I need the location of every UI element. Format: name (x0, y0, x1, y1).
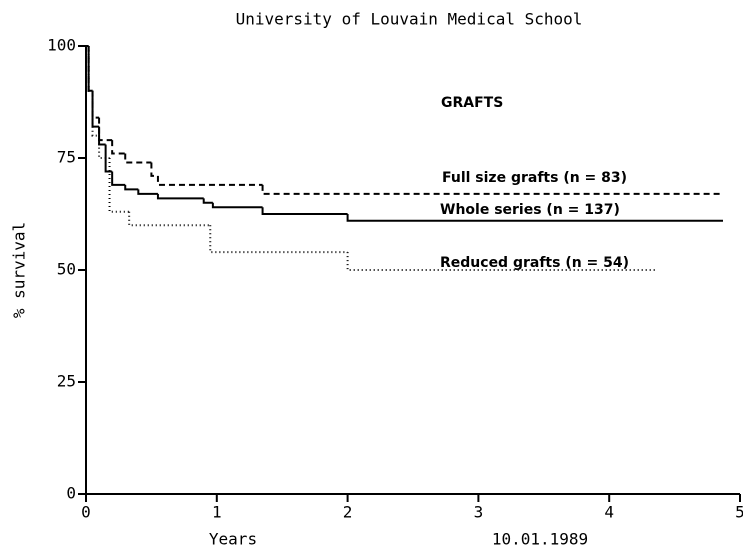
x-tick-label: 0 (81, 503, 91, 522)
x-axis-label: Years (209, 530, 257, 549)
survival-step (128, 211, 211, 227)
series-label: Whole series (n = 137) (440, 202, 620, 218)
survival-step (150, 162, 158, 177)
survival-step (104, 144, 113, 173)
series-label: Full size grafts (n = 83) (442, 170, 627, 186)
survival-step (111, 171, 126, 186)
survival-step (124, 184, 139, 191)
survival-step (209, 225, 348, 254)
y-tick-label: 25 (57, 372, 76, 391)
survival-step (211, 202, 263, 209)
survival-step (156, 175, 263, 186)
survival-step (98, 117, 113, 142)
y-tick-label: 100 (47, 36, 76, 55)
survival-step (87, 46, 93, 92)
survival-step (87, 46, 93, 92)
survival-step (346, 214, 723, 222)
survival-step (98, 135, 110, 159)
survival-step (91, 90, 100, 119)
x-tick-label: 3 (474, 503, 484, 522)
survival-step (261, 207, 348, 215)
survival-step (111, 140, 126, 155)
y-axis-label: % survival (10, 222, 29, 318)
x-tick-label: 2 (343, 503, 353, 522)
y-tick-label: 50 (57, 260, 76, 279)
x-tick-label: 5 (735, 503, 743, 522)
y-tick-label: 75 (57, 148, 76, 167)
survival-step (91, 90, 100, 128)
x-tick-label: 4 (604, 503, 614, 522)
y-tick-label: 0 (66, 484, 76, 503)
survival-step (202, 198, 213, 204)
annotation: GRAFTS (441, 95, 503, 111)
x-tick-label: 1 (212, 503, 222, 522)
survival-step (91, 90, 100, 137)
survival-step (137, 189, 158, 195)
date-label: 10.01.1989 (492, 530, 588, 549)
survival-step (261, 184, 723, 195)
chart-title: University of Louvain Medical School (236, 10, 583, 29)
series-label: Reduced grafts (n = 54) (440, 255, 629, 271)
survival-step (124, 153, 152, 164)
survival-step (156, 193, 204, 200)
